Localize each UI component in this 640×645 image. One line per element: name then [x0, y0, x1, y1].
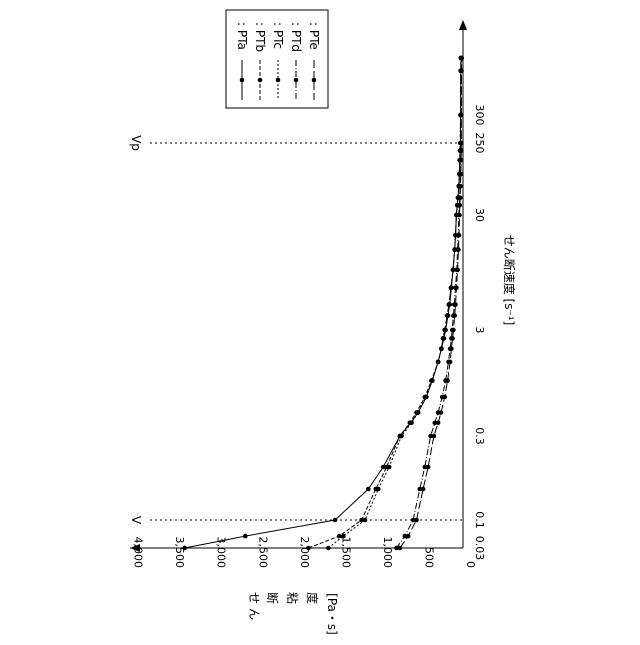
- data-point-pte: [442, 395, 447, 400]
- series-line-pta: [185, 58, 462, 548]
- viscosity-tick-label: 500: [422, 547, 435, 568]
- data-point-ptc: [376, 487, 381, 492]
- data-point-pte: [456, 247, 461, 252]
- data-point-pte: [459, 148, 464, 153]
- legend-label-ptb: : PTb: [253, 22, 267, 52]
- data-point-pte: [452, 313, 457, 318]
- legend-label-pte: : PTe: [307, 22, 321, 50]
- data-point-pte: [406, 534, 411, 539]
- data-point-pta: [366, 487, 371, 492]
- series-line-ptb: [309, 58, 461, 548]
- data-point-pta: [243, 534, 248, 539]
- data-point-pte: [459, 172, 464, 177]
- series-line-pte: [400, 58, 462, 548]
- viscosity-axis-title: ん: [247, 608, 261, 620]
- data-point-ptc: [442, 328, 447, 333]
- data-point-pte: [458, 195, 463, 200]
- shear-rate-tick-label: 0.3: [473, 427, 486, 445]
- data-point-pte: [459, 56, 464, 61]
- legend-label-ptd: : PTd: [289, 22, 303, 52]
- data-point-pte: [439, 410, 444, 415]
- data-point-pte: [458, 184, 463, 189]
- shear-rate-tick-label: 250: [473, 133, 486, 154]
- viscosity-axis-title: 断: [265, 592, 280, 604]
- data-point-ptc: [363, 518, 368, 523]
- shear-rate-tick-label: 0.03: [473, 536, 486, 561]
- legend-marker-ptb: [258, 78, 263, 83]
- data-point-ptc: [449, 285, 454, 290]
- viscosity-tick-label: 1,000: [381, 537, 394, 569]
- viscosity-axis-title: 度: [305, 592, 320, 604]
- data-point-pte: [398, 546, 403, 551]
- legend-marker-pta: [240, 78, 245, 83]
- data-point-pte: [421, 487, 426, 492]
- data-point-pte: [459, 141, 464, 146]
- data-point-ptc: [326, 546, 331, 551]
- legend-marker-ptd: [294, 78, 299, 83]
- data-point-ptc: [436, 360, 441, 365]
- data-point-pte: [457, 233, 462, 238]
- legend-marker-pte: [312, 78, 317, 83]
- data-point-ptc: [439, 346, 444, 351]
- data-point-pte: [455, 268, 460, 273]
- data-point-pte: [426, 465, 431, 470]
- data-point-ptc: [447, 302, 452, 307]
- viscosity-tick-label: 3,500: [173, 537, 186, 569]
- data-point-pte: [449, 346, 454, 351]
- data-point-pte: [458, 203, 463, 208]
- data-point-pte: [453, 302, 458, 307]
- data-point-pte: [459, 113, 464, 118]
- data-point-pte: [414, 518, 419, 523]
- data-point-ptc: [416, 410, 421, 415]
- viscosity-axis-title: [Pa・s]: [325, 593, 339, 635]
- legend-label-ptc: : PTc: [271, 22, 285, 49]
- series-line-ptc: [328, 58, 461, 548]
- shear-rate-tick-label: 0.1: [473, 511, 486, 529]
- viscosity-tick-label: 3,000: [215, 537, 228, 569]
- data-point-ptc: [387, 465, 392, 470]
- viscosity-tick-label: 4,000: [132, 537, 145, 569]
- shear-rate-axis-arrow: [459, 20, 467, 30]
- data-point-pte: [451, 328, 456, 333]
- shear-rate-tick-label: 30: [473, 208, 486, 222]
- data-point-pte: [448, 360, 453, 365]
- viscosity-axis-title: 粘: [285, 592, 300, 604]
- data-point-ptc: [409, 421, 414, 426]
- legend-label-pta: : PTa: [235, 22, 249, 50]
- data-point-pte: [450, 336, 455, 341]
- viscosity-tick-label: 2,500: [256, 537, 269, 569]
- data-point-ptc: [399, 434, 404, 439]
- data-point-pte: [459, 158, 464, 163]
- data-point-ptc: [430, 378, 435, 383]
- data-point-ptc: [441, 336, 446, 341]
- shear-rate-tick-label: 300: [473, 105, 486, 126]
- shear-rate-axis-title: せん断速度 [s⁻¹]: [502, 235, 517, 326]
- shear-rate-tick-label: 3: [473, 327, 486, 334]
- legend-marker-ptc: [276, 78, 281, 83]
- viscosity-tick-label: 2,000: [298, 537, 311, 569]
- data-point-pte: [459, 69, 464, 74]
- viscosity-axis-title: せ: [247, 592, 261, 604]
- data-point-ptc: [445, 313, 450, 318]
- viscosity-tick-label: 1,500: [339, 537, 352, 569]
- data-point-ptc: [423, 395, 428, 400]
- reference-label-v: V: [129, 516, 143, 525]
- reference-label-vp: Vp: [129, 135, 143, 151]
- data-point-pte: [445, 378, 450, 383]
- data-point-pte: [432, 434, 437, 439]
- data-point-pta: [333, 518, 338, 523]
- viscosity-tick-label: 0: [464, 561, 477, 568]
- data-point-pte: [454, 285, 459, 290]
- series-line-ptd: [397, 58, 462, 548]
- data-point-pte: [436, 421, 441, 426]
- data-point-pte: [457, 213, 462, 218]
